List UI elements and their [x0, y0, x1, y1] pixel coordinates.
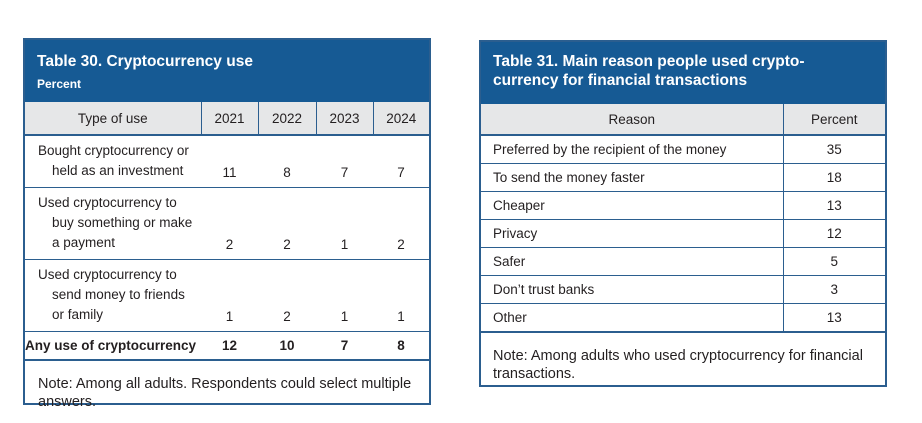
- reason-cell: Other: [481, 303, 783, 333]
- reason-cell: Don’t trust banks: [481, 275, 783, 304]
- cell-value: 1: [201, 259, 258, 332]
- percent-cell: 5: [782, 247, 885, 276]
- total-label-text: Any use of cryptocurrency: [25, 338, 197, 353]
- total-value: 8: [373, 331, 429, 361]
- cell-value: 2: [201, 187, 258, 260]
- table-31-grid: Reason Percent Preferred by the recipien…: [481, 104, 885, 333]
- row-label-line: buy something or make: [52, 215, 193, 230]
- percent-cell: 18: [782, 163, 885, 192]
- percent-cell: 12: [782, 219, 885, 248]
- column-header-2023: 2023: [315, 102, 373, 136]
- reason-cell: To send the money faster: [481, 163, 783, 192]
- table-row: Privacy 12: [481, 219, 885, 248]
- reason-cell: Cheaper: [481, 191, 783, 220]
- cell-value: 1: [373, 259, 429, 332]
- cell-value: 2: [258, 187, 316, 260]
- total-value: 12: [201, 331, 258, 361]
- cell-value: 2: [258, 259, 316, 332]
- row-label-line: send money to friends: [52, 287, 185, 302]
- column-header-reason: Reason: [481, 104, 783, 136]
- table-31-note: Note: Among adults who used cryptocurren…: [493, 348, 863, 382]
- row-label: Used cryptocurrency to buy something or …: [25, 187, 201, 260]
- total-value: 7: [316, 331, 373, 361]
- row-label-line: Used cryptocurrency to: [38, 267, 177, 282]
- cell-value: 1: [316, 187, 373, 260]
- table-total-row: Any use of cryptocurrency 12 10 7 8: [25, 331, 429, 361]
- percent-cell: 13: [782, 191, 885, 220]
- table-31-column-headers: Reason Percent: [481, 104, 885, 136]
- table-row: Don’t trust banks 3: [481, 275, 885, 304]
- column-header-type: Type of use: [25, 102, 201, 136]
- row-label-line: Used cryptocurrency to: [38, 195, 177, 210]
- row-label-line: a payment: [52, 235, 116, 250]
- table-row: Bought cryptocurrency or held as an inve…: [25, 134, 429, 188]
- table-31: Table 31. Main reason people used crypto…: [479, 40, 887, 387]
- table-30-subtitle: Percent: [37, 77, 82, 91]
- row-label-line: Bought cryptocurrency or: [38, 143, 189, 158]
- table-row: To send the money faster 18: [481, 163, 885, 192]
- total-value: 10: [258, 331, 316, 361]
- column-header-2022: 2022: [257, 102, 316, 136]
- table-row: Other 13: [481, 303, 885, 333]
- table-30-column-headers: Type of use 2021 2022 2023 2024: [25, 102, 429, 136]
- table-30-title: Table 30. Cryptocurrency use: [37, 53, 253, 70]
- reason-cell: Safer: [481, 247, 783, 276]
- cell-value: 8: [258, 134, 316, 188]
- table-30-grid: Type of use 2021 2022 2023 2024 Bought c…: [25, 102, 429, 361]
- cell-value: 7: [316, 134, 373, 188]
- table-row: Used cryptocurrency to send money to fri…: [25, 259, 429, 332]
- row-label-line: or family: [52, 307, 104, 322]
- percent-cell: 35: [782, 135, 885, 164]
- column-header-percent: Percent: [782, 104, 885, 136]
- table-31-header: Table 31. Main reason people used crypto…: [481, 42, 885, 104]
- column-header-2021: 2021: [200, 102, 258, 136]
- table-30: Table 30. Cryptocurrency use Percent Typ…: [23, 38, 431, 410]
- table-30-note: Note: Among all adults. Respondents coul…: [38, 376, 412, 410]
- table-row: Cheaper 13: [481, 191, 885, 220]
- row-label: Used cryptocurrency to send money to fri…: [25, 259, 201, 332]
- table-30-header: Table 30. Cryptocurrency use Percent: [25, 40, 429, 102]
- table-31-title: Table 31. Main reason people used crypto…: [493, 52, 873, 90]
- table-31-title-line: Table 31. Main reason people used crypto…: [493, 53, 805, 70]
- cell-value: 7: [373, 134, 429, 188]
- table-31-title-line: currency for financial transactions: [493, 72, 748, 89]
- reason-cell: Privacy: [481, 219, 783, 248]
- total-label: Any use of cryptocurrency: [25, 331, 201, 361]
- cell-value: 2: [373, 187, 429, 260]
- percent-cell: 13: [782, 303, 885, 333]
- percent-cell: 3: [782, 275, 885, 304]
- table-row: Safer 5: [481, 247, 885, 276]
- row-label: Bought cryptocurrency or held as an inve…: [25, 134, 201, 188]
- cell-value: 11: [201, 134, 258, 188]
- cell-value: 1: [316, 259, 373, 332]
- row-label-line: held as an investment: [52, 163, 184, 178]
- column-header-2024: 2024: [372, 102, 429, 136]
- table-row: Used cryptocurrency to buy something or …: [25, 187, 429, 260]
- reason-cell: Preferred by the recipient of the money: [493, 142, 727, 157]
- table-row: Preferred by the recipient of the money …: [481, 135, 885, 164]
